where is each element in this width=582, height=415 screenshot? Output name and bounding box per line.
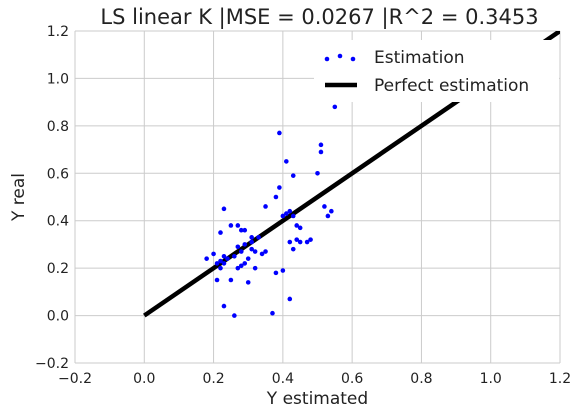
y-tick-label: 0.0 [47,309,69,325]
x-axis-label: Y estimated [266,389,368,409]
data-point [238,227,244,233]
data-point [270,310,275,316]
data-point [221,303,227,309]
data-point [263,204,268,209]
legend-point [324,56,330,62]
data-point [263,249,268,254]
data-point [235,223,241,228]
data-point [211,251,216,257]
data-point [277,185,282,190]
data-point [277,130,282,136]
data-point [294,237,300,242]
data-point [235,265,241,271]
data-point [242,261,248,266]
data-point [318,142,324,148]
data-point [287,208,293,214]
data-point [287,296,293,302]
x-tick-label: 0.6 [341,371,363,387]
data-point [204,256,209,261]
legend-label-estimation: Estimation [374,48,465,68]
data-point [245,256,251,261]
data-point [218,265,223,271]
data-point [284,159,289,164]
data-point [308,237,313,242]
data-point [273,194,279,200]
data-point [290,213,296,219]
data-point [329,208,334,214]
data-point [280,213,286,219]
y-tick-label: 0.4 [47,214,69,230]
data-point [252,249,258,254]
data-point [290,173,296,178]
data-point [322,204,327,209]
y-tick-label: −0.2 [35,356,69,372]
data-point [284,211,289,216]
data-point [218,230,223,235]
legend-point [337,53,343,59]
y-axis-label: Y real [9,173,29,222]
data-point [214,277,220,283]
data-point [297,225,303,231]
data-point [290,246,296,252]
y-tick-label: 0.8 [47,119,69,135]
data-point [232,313,237,318]
data-point [318,149,324,155]
legend: Estimation Perfect estimation [314,40,559,102]
data-point [221,253,227,259]
data-point [245,280,251,285]
y-tick-label: 1.0 [47,71,69,87]
x-tick-label: 0.0 [133,371,155,387]
chart-title: LS linear K |MSE = 0.0267 |R^2 = 0.3453 [100,5,538,30]
legend-point [350,56,356,62]
data-point [225,256,230,261]
x-tick-label: 0.2 [202,371,224,387]
data-point [249,246,254,252]
data-point [252,265,258,271]
y-tick-label: 0.2 [47,261,69,277]
legend-label-perfect-estimation: Perfect estimation [374,76,529,96]
x-tick-label: −0.2 [58,371,92,387]
data-point [294,223,300,228]
data-point [221,261,227,266]
tick-labels: −0.2 0.0 0.2 0.4 0.6 0.8 1.0 1.2 −0.2 0.0 0.2 0.4 0.… [35,24,571,387]
data-point [287,239,293,245]
data-point [280,268,286,273]
data-point [297,239,303,245]
legend-marker-estimation [324,53,356,62]
data-point [242,227,248,233]
data-point [332,104,338,110]
data-point [218,258,223,264]
data-point [221,206,227,212]
legend-background [314,40,559,102]
data-point [304,239,310,245]
data-point [232,253,237,259]
data-point [228,277,234,283]
data-point [214,261,220,266]
data-point [273,270,279,276]
x-tick-label: 1.2 [549,371,571,387]
data-point [249,235,254,240]
data-point [249,239,254,245]
data-point [242,242,248,247]
x-tick-label: 0.8 [410,371,432,387]
data-point [238,249,244,254]
data-point [228,223,234,228]
data-point [315,170,320,176]
data-point [235,244,241,250]
y-tick-label: 1.2 [47,24,69,40]
data-point [325,213,331,219]
y-tick-label: 0.6 [47,166,69,182]
data-point [238,263,244,269]
data-point [256,235,261,240]
x-tick-label: 1.0 [480,371,502,387]
x-tick-label: 0.4 [272,371,294,387]
data-point [259,251,265,257]
